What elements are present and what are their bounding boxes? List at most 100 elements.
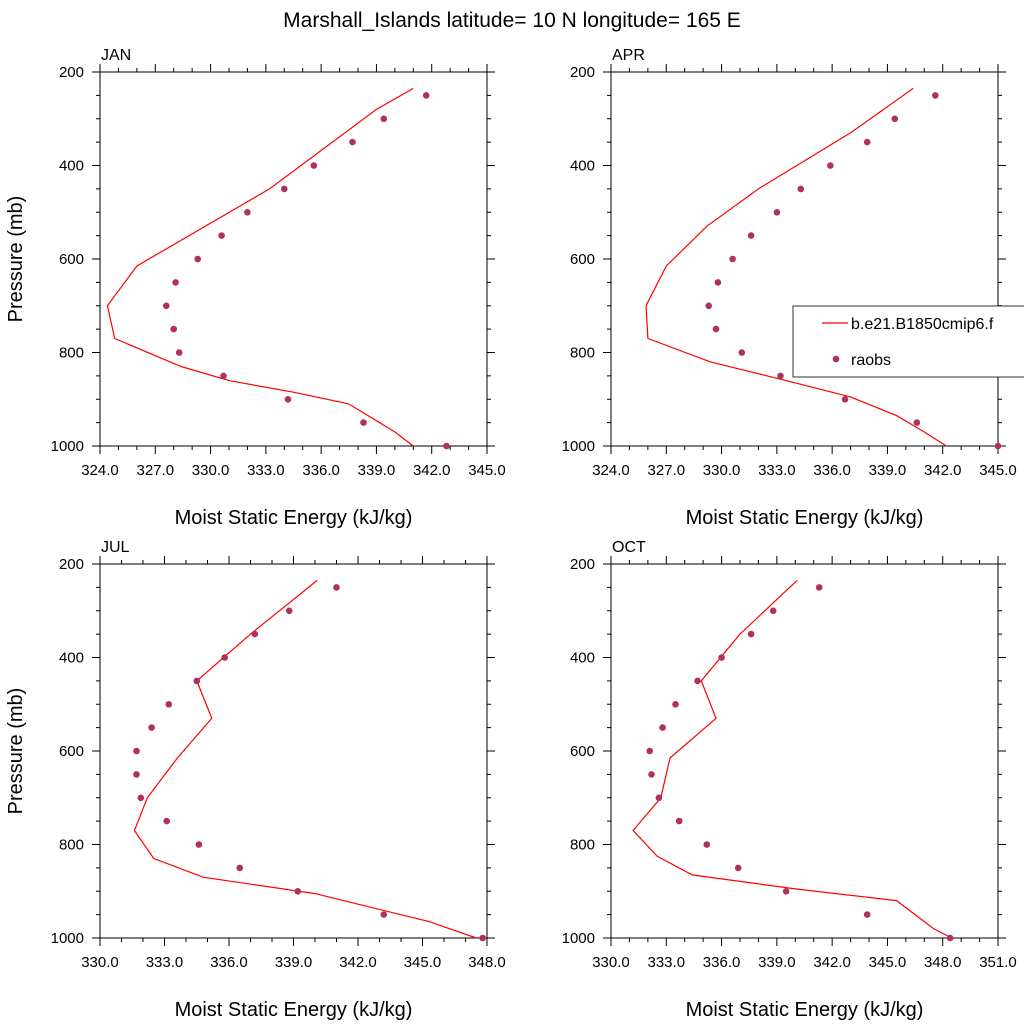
plot-frame [99,563,488,939]
x-tick-label: 342.0 [339,954,377,971]
y-tick-label: 200 [59,64,84,81]
obs-point [244,209,251,216]
x-tick-label: 324.0 [81,462,119,479]
obs-point [734,864,742,872]
x-tick-label: 330.0 [192,462,230,479]
x-axis-label: Moist Static Energy (kJ/kg) [175,507,413,529]
obs-point [380,115,388,123]
x-tick-label: 339.0 [758,954,796,971]
series-line-model [106,87,414,447]
obs-point [841,396,849,403]
y-axis-label: Pressure (mb) [5,196,27,323]
obs-point [194,255,201,263]
x-tick-label: 330.0 [592,954,630,971]
panel-label: OCT [612,539,646,556]
x-tick-label: 342.0 [413,462,451,479]
y-tick-label: 400 [59,158,84,175]
y-tick-label: 200 [570,64,595,81]
x-tick-label: 342.0 [924,462,962,479]
obs-point [994,442,1002,450]
obs-point [137,794,145,802]
obs-point [349,138,356,146]
obs-point [738,349,746,356]
x-tick-label: 348.0 [468,954,506,971]
obs-point [479,934,487,942]
obs-point [675,817,683,825]
x-tick-label: 345.0 [404,954,442,971]
obs-point [422,92,430,99]
legend-label-model: b.e21.B1850cmip6.f [851,316,994,333]
x-tick-label: 330.0 [81,954,119,971]
x-tick-label: 336.0 [703,954,741,971]
obs-point [703,841,711,848]
obs-point [747,630,755,638]
obs-point [148,724,155,731]
obs-point [694,677,701,685]
y-tick-label: 800 [570,345,595,362]
legend-marker-swatch [832,355,840,363]
obs-point [655,794,663,802]
y-tick-label: 1000 [51,438,84,455]
obs-point [648,771,655,778]
y-tick-label: 600 [59,743,84,760]
obs-point [932,92,939,99]
obs-point [220,372,227,380]
x-tick-label: 348.0 [924,954,962,971]
x-tick-label: 339.0 [869,462,907,479]
obs-point [815,584,823,591]
x-axis-label: Moist Static Energy (kJ/kg) [175,999,413,1021]
obs-point [133,747,140,755]
obs-point [172,279,179,286]
panel-label: APR [612,47,645,64]
x-tick-label: 336.0 [210,954,248,971]
obs-point [193,677,201,685]
x-tick-label: 339.0 [275,954,313,971]
y-tick-label: 200 [59,556,84,573]
obs-point [221,654,228,661]
panel-label: JUL [101,539,130,556]
obs-point [646,747,653,755]
obs-point [133,771,140,778]
y-tick-label: 200 [570,556,595,573]
obs-point [797,185,805,193]
x-tick-label: 333.0 [648,954,686,971]
obs-point [284,396,292,403]
y-tick-label: 800 [570,837,595,854]
obs-point [913,419,921,426]
x-tick-label: 345.0 [979,462,1017,479]
x-tick-label: 333.0 [146,954,184,971]
y-tick-label: 400 [59,650,84,667]
x-tick-label: 333.0 [758,462,796,479]
y-tick-label: 600 [570,743,595,760]
obs-point [659,724,666,731]
y-tick-label: 1000 [562,438,595,455]
legend: b.e21.B1850cmip6.f raobs [792,305,1024,378]
obs-point [672,701,679,708]
series-line-model [133,579,477,939]
obs-point [769,607,777,615]
panel-oct: 330.0 333.0 336.0 339.0 342.0 345.0 348.0 351.0… [562,539,1017,1021]
plot-frame [610,71,999,447]
obs-point [712,325,720,333]
x-tick-label: 345.0 [869,954,907,971]
obs-point [777,372,784,380]
x-tick-label: 351.0 [979,954,1017,971]
panel-label: JAN [101,47,131,64]
legend-box [792,305,1024,378]
panel-jan: 324.0 327.0 330.0 333.0 336.0 339.0 342.0 345.0… [5,47,506,529]
obs-point [380,911,388,918]
obs-point [718,654,725,661]
obs-point [310,162,318,169]
x-tick-label: 333.0 [247,462,285,479]
x-tick-label: 336.0 [302,462,340,479]
y-tick-label: 1000 [562,930,595,947]
obs-point [163,817,170,825]
panel-apr: 324.0 327.0 330.0 333.0 336.0 339.0 342.0 345.0… [562,47,1017,529]
x-tick-label: 330.0 [703,462,741,479]
obs-point [333,584,340,591]
x-tick-label: 327.0 [648,462,686,479]
panels: 324.0 327.0 330.0 333.0 336.0 339.0 342.0 345.0… [5,47,1017,1021]
obs-point [163,302,170,310]
figure-title: Marshall_Islands latitude= 10 N longitud… [283,9,741,32]
